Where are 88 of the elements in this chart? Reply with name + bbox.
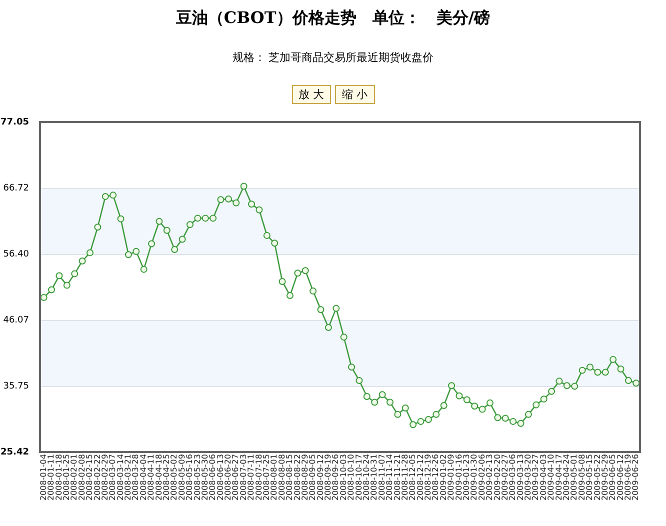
x-tick-label: 2008-02-08 xyxy=(77,454,86,500)
x-tick-label: 2008-12-19 xyxy=(424,454,433,500)
x-tick-label: 2009-01-30 xyxy=(470,454,479,500)
x-tick-label: 2009-03-06 xyxy=(508,454,518,500)
x-tick-label: 2008-01-18 xyxy=(54,454,64,500)
x-tick-label: 2008-11-21 xyxy=(392,454,402,500)
x-tick-label: 2009-04-10 xyxy=(546,454,556,500)
x-tick-label: 2008-03-07 xyxy=(108,454,118,500)
x-tick-label: 2008-03-14 xyxy=(116,454,125,500)
x-tick-label: 2008-10-24 xyxy=(362,454,371,500)
chart-subtitle: 规格： 芝加哥商品交易所最近期货收盘价 xyxy=(231,50,435,65)
x-tick-label: 2009-03-20 xyxy=(524,454,533,500)
x-tick-label: 2008-11-07 xyxy=(377,454,386,500)
x-tick-label: 2008-04-25 xyxy=(162,454,171,500)
x-tick-label: 2008-08-01 xyxy=(270,454,279,500)
x-tick-label: 2008-07-18 xyxy=(254,454,264,500)
text: 缩 小 xyxy=(335,85,374,104)
y-tick-label: 46.07 xyxy=(3,315,29,326)
x-tick-label: 2008-05-23 xyxy=(192,454,202,500)
x-tick-label: 2009-06-12 xyxy=(616,454,625,500)
x-tick-label: 2008-10-31 xyxy=(370,454,379,500)
x-tick-label: 2008-01-11 xyxy=(46,454,56,500)
y-tick-label: 56.40 xyxy=(3,249,30,260)
x-tick-label: 2008-04-04 xyxy=(138,454,148,500)
y-tick-label: 35.75 xyxy=(3,381,29,392)
x-tick-label: 2008-02-22 xyxy=(92,454,102,500)
x-tick-label: 2008-09-26 xyxy=(331,454,340,500)
x-tick-label: 2008-08-08 xyxy=(277,454,286,500)
x-tick-label: 2008-10-10 xyxy=(346,454,356,500)
x-tick-label: 2008-06-27 xyxy=(231,454,240,500)
x-tick-label: 2009-01-09 xyxy=(446,454,456,500)
x-tick-label: 2009-05-29 xyxy=(600,454,610,500)
x-tick-label: 2008-05-30 xyxy=(200,454,210,500)
x-tick-label: 2009-06-26 xyxy=(631,454,640,500)
x-tick-label: 2009-05-01 xyxy=(570,454,579,500)
text: 放 大 xyxy=(292,85,331,104)
x-tick-label: 2008-08-29 xyxy=(300,454,310,500)
x-tick-label: 2009-04-17 xyxy=(554,454,564,500)
x-tick-label: 2008-11-14 xyxy=(385,454,394,500)
x-tick-label: 2009-06-05 xyxy=(608,454,618,500)
x-tick-label: 2008-05-16 xyxy=(185,454,194,500)
x-tick-label: 2009-02-20 xyxy=(492,454,502,500)
y-tick-label: 77.05 xyxy=(0,117,29,128)
x-tick-label: 2008-08-15 xyxy=(285,454,294,500)
x-tick-label: 2008-02-29 xyxy=(100,454,110,500)
x-tick-label: 2009-06-19 xyxy=(624,454,633,500)
x-tick-label: 2009-04-24 xyxy=(562,454,571,500)
x-tick-label: 2008-06-20 xyxy=(224,454,233,500)
y-tick-label: 25.42 xyxy=(0,447,29,458)
x-tick-label: 2009-03-13 xyxy=(516,454,525,500)
x-tick-label: 2009-03-27 xyxy=(531,454,540,500)
x-tick-label: 2008-12-26 xyxy=(431,454,440,500)
x-tick-label: 2009-04-03 xyxy=(538,454,548,500)
x-tick-label: 2008-06-13 xyxy=(216,454,225,500)
x-tick-label: 2009-05-22 xyxy=(592,454,602,500)
x-tick-label: 2008-10-17 xyxy=(354,454,364,500)
x-tick-label: 2009-02-13 xyxy=(485,454,494,500)
x-tick-label: 2008-06-06 xyxy=(208,454,218,500)
chart-title: 豆油（CBOT）价格走势 单位： 美分/磅 xyxy=(174,8,492,29)
x-tick-label: 2008-05-02 xyxy=(170,454,179,500)
x-tick-label: 2008-03-21 xyxy=(124,454,133,500)
x-tick-label: 2009-01-16 xyxy=(454,454,464,500)
x-tick-label: 2009-01-02 xyxy=(438,454,448,500)
x-tick-label: 2008-07-25 xyxy=(262,454,271,500)
y-tick-label: 66.72 xyxy=(3,183,29,194)
x-tick-label: 2008-07-11 xyxy=(246,454,256,500)
x-tick-label: 2008-01-04 xyxy=(38,454,48,500)
x-tick-label: 2008-02-15 xyxy=(85,454,94,500)
x-tick-label: 2009-02-27 xyxy=(500,454,510,500)
x-tick-label: 2008-02-01 xyxy=(70,454,79,500)
x-tick-label: 2008-09-12 xyxy=(316,454,325,500)
x-tick-label: 2008-12-05 xyxy=(408,454,418,500)
x-tick-label: 2009-01-23 xyxy=(462,454,471,500)
x-tick-label: 2008-08-22 xyxy=(292,454,302,500)
x-tick-label: 2008-09-19 xyxy=(324,454,333,500)
x-tick-label: 2008-11-28 xyxy=(400,454,410,500)
x-tick-label: 2008-10-03 xyxy=(338,454,348,500)
x-tick-label: 2008-01-25 xyxy=(62,454,71,500)
x-tick-label: 2008-03-28 xyxy=(131,454,140,500)
x-tick-label: 2009-05-15 xyxy=(585,454,594,500)
x-tick-label: 2008-04-18 xyxy=(154,454,164,500)
x-tick-label: 2008-07-03 xyxy=(238,454,248,500)
x-tick-label: 2008-12-12 xyxy=(416,454,425,500)
x-tick-label: 2008-04-11 xyxy=(146,454,156,500)
x-tick-label: 2009-05-08 xyxy=(577,454,586,500)
x-tick-label: 2009-02-06 xyxy=(477,454,486,500)
x-tick-label: 2008-09-05 xyxy=(308,454,318,500)
x-tick-label: 2008-05-09 xyxy=(177,454,186,500)
